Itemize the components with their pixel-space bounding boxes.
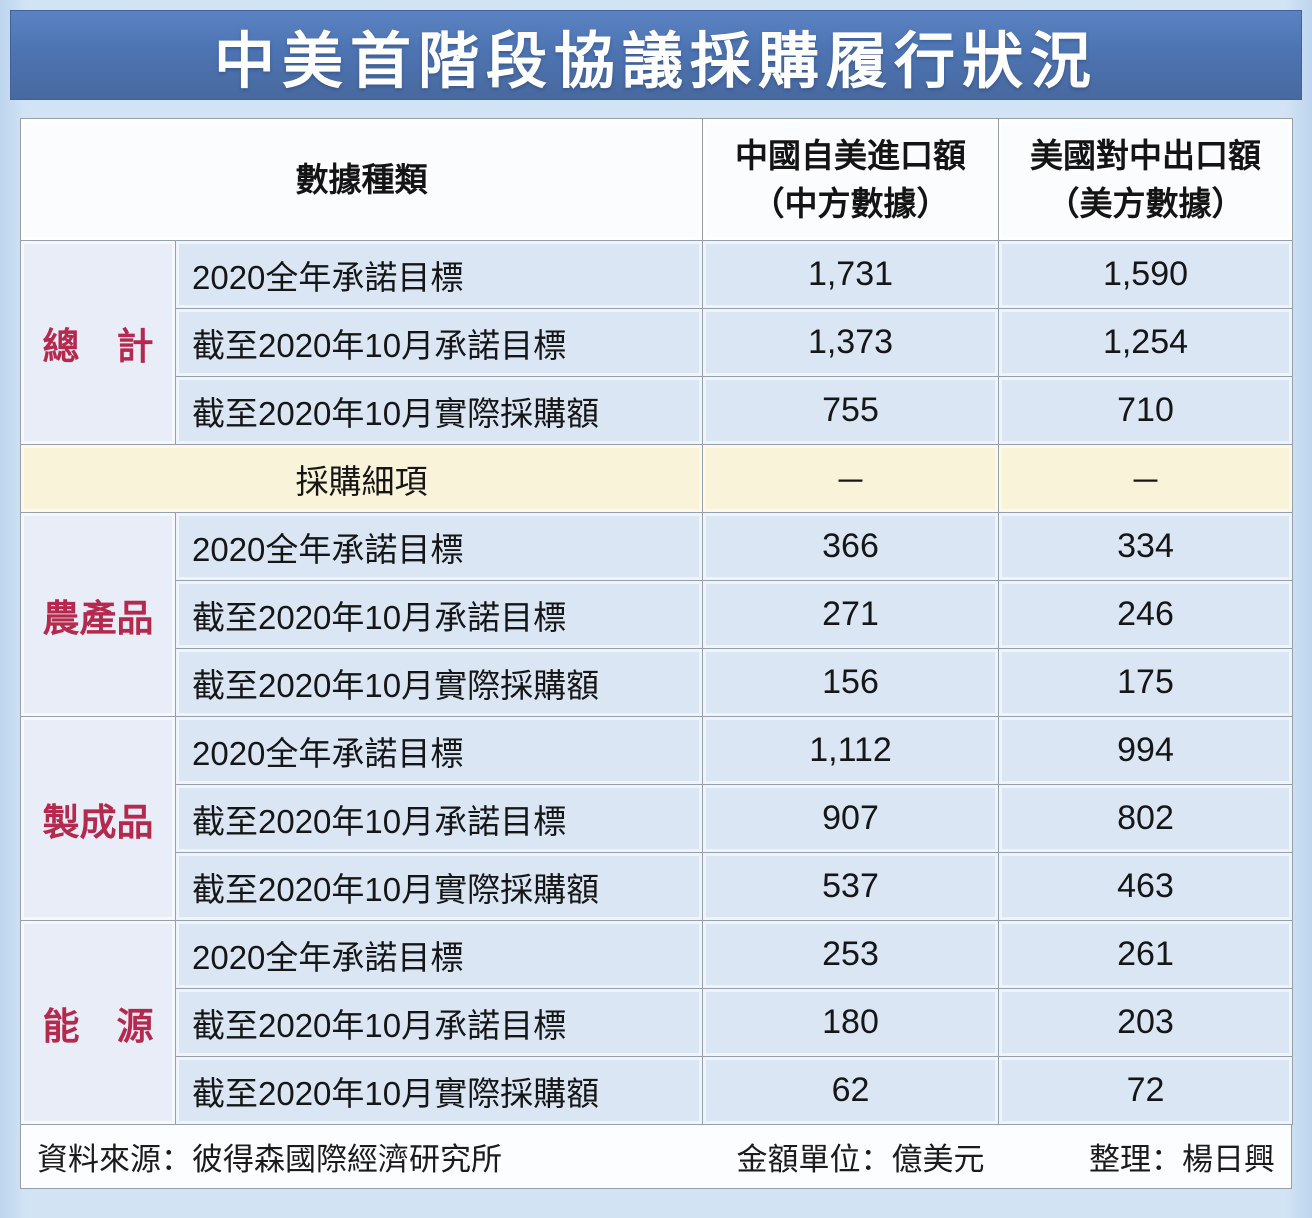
us-value: 175: [998, 648, 1293, 717]
us-exports-line1: 美國對中出口額: [1030, 136, 1261, 174]
us-value: 463: [998, 852, 1293, 921]
row-label: 截至2020年10月承諾目標: [175, 580, 703, 649]
row-label: 截至2020年10月承諾目標: [175, 988, 703, 1057]
table-row: 截至2020年10月實際採購額 62 72: [21, 1056, 1293, 1125]
table-row: 總 計 2020全年承諾目標 1,731 1,590: [20, 240, 1293, 445]
column-header-data-type: 數據種類: [20, 118, 703, 241]
row-label: 截至2020年10月承諾目標: [175, 784, 703, 853]
us-exports-line2: （美方數據）: [1046, 184, 1245, 222]
row-label: 截至2020年10月實際採購額: [175, 376, 703, 445]
row-label: 截至2020年10月實際採購額: [175, 1056, 703, 1125]
category-cell-energy: 能 源: [20, 920, 176, 1125]
china-value: 755: [702, 376, 999, 445]
column-header-china-imports: 中國自美進口額 （中方數據）: [702, 118, 999, 241]
category-cell-total: 總 計: [20, 240, 176, 445]
unit-text: 金額單位：億美元: [736, 1142, 985, 1177]
row-label: 截至2020年10月實際採購額: [175, 648, 703, 717]
table-row: 截至2020年10月實際採購額 755 710: [21, 376, 1293, 445]
china-value: 537: [702, 852, 999, 921]
category-cell-agriculture: 農產品: [20, 512, 176, 717]
china-value: 1,731: [702, 240, 999, 309]
divider-china-dash: －: [702, 444, 999, 513]
china-value: 1,112: [702, 716, 999, 785]
table-row: 截至2020年10月承諾目標 180 203: [21, 988, 1293, 1057]
table-row: 製成品 2020全年承諾目標 1,112 994: [20, 716, 1293, 921]
footer-bar: 資料來源：彼得森國際經濟研究所 金額單位：億美元 整理：楊日興: [20, 1125, 1292, 1189]
table-row: 截至2020年10月實際採購額 156 175: [21, 648, 1293, 717]
column-header-data-type-label: 數據種類: [295, 160, 428, 198]
us-value: 802: [998, 784, 1293, 853]
divider-label: 採購細項: [20, 444, 703, 513]
us-value: 246: [998, 580, 1293, 649]
page-title: 中美首階段協議採購履行狀況: [10, 10, 1302, 100]
credit-text: 整理：楊日興: [1089, 1142, 1275, 1177]
us-value: 1,590: [998, 240, 1293, 309]
row-label: 2020全年承諾目標: [175, 512, 703, 581]
china-imports-line1: 中國自美進口額: [735, 136, 966, 174]
purchase-status-table: 數據種類 中國自美進口額 （中方數據） 美國對中出口額 （美方數據） 總 計 2…: [20, 118, 1293, 1125]
us-value: 710: [998, 376, 1293, 445]
us-value: 261: [998, 920, 1293, 989]
column-header-us-exports: 美國對中出口額 （美方數據）: [998, 118, 1293, 241]
table-row: 截至2020年10月承諾目標 1,373 1,254: [21, 308, 1293, 377]
china-value: 1,373: [702, 308, 999, 377]
us-value: 334: [998, 512, 1293, 581]
table-row: 截至2020年10月承諾目標 271 246: [21, 580, 1293, 649]
header-row: 數據種類 中國自美進口額 （中方數據） 美國對中出口額 （美方數據）: [20, 118, 1293, 241]
table-row: 截至2020年10月實際採購額 537 463: [21, 852, 1293, 921]
us-value: 203: [998, 988, 1293, 1057]
divider-us-dash: －: [998, 444, 1293, 513]
page-title-text: 中美首階段協議採購履行狀況: [213, 26, 1098, 95]
us-value: 1,254: [998, 308, 1293, 377]
china-value: 180: [702, 988, 999, 1057]
divider-row: 採購細項 － －: [20, 444, 1293, 513]
data-source-text: 資料來源：彼得森國際經濟研究所: [37, 1142, 502, 1177]
table-row: 農產品 2020全年承諾目標 366 334: [20, 512, 1293, 717]
china-value: 253: [702, 920, 999, 989]
row-label: 截至2020年10月承諾目標: [175, 308, 703, 377]
china-imports-line2: （中方數據）: [751, 184, 950, 222]
category-cell-manufactured: 製成品: [20, 716, 176, 921]
china-value: 907: [702, 784, 999, 853]
row-label: 2020全年承諾目標: [175, 240, 703, 309]
row-label: 2020全年承諾目標: [175, 920, 703, 989]
table-row: 截至2020年10月承諾目標 907 802: [21, 784, 1293, 853]
row-label: 截至2020年10月實際採購額: [175, 852, 703, 921]
us-value: 994: [998, 716, 1293, 785]
china-value: 62: [702, 1056, 999, 1125]
table-row: 能 源 2020全年承諾目標 253 261: [20, 920, 1293, 1125]
row-label: 2020全年承諾目標: [175, 716, 703, 785]
china-value: 366: [702, 512, 999, 581]
china-value: 156: [702, 648, 999, 717]
china-value: 271: [702, 580, 999, 649]
us-value: 72: [998, 1056, 1293, 1125]
